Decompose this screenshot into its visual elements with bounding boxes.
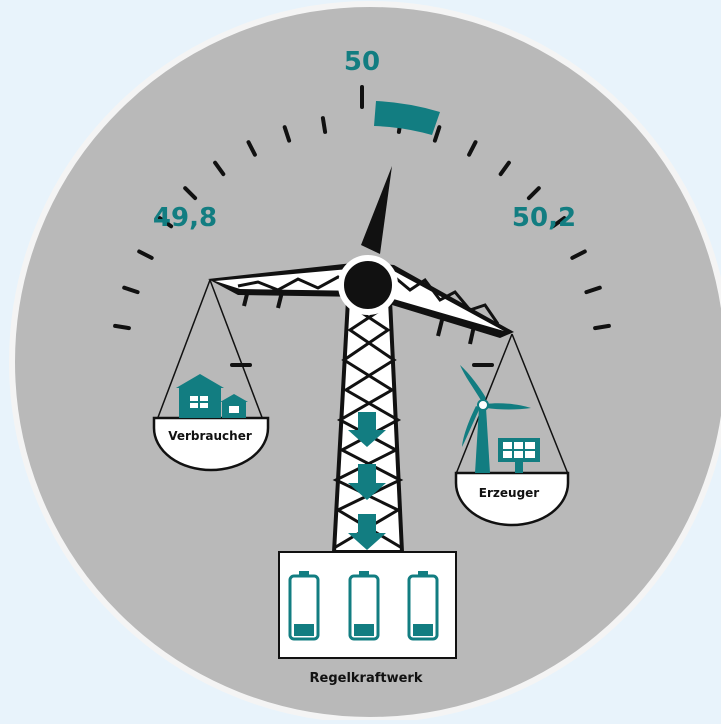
gauge-center-label: 50 [344, 47, 380, 77]
gauge-tick [246, 140, 257, 157]
gauge-right-label: 50,2 [512, 203, 576, 233]
right-scale-pan: Erzeuger [454, 333, 570, 527]
pylon-tower [208, 255, 514, 554]
gauge-left-label: 49,8 [153, 203, 217, 233]
left-pan-bowl [152, 416, 270, 472]
house-icon [176, 374, 248, 418]
gauge-tick [183, 186, 198, 201]
gauge-tick [157, 216, 174, 229]
control-power-plant: Regelkraftwerk [278, 551, 457, 686]
gauge-tick [320, 116, 328, 134]
frequency-gauge: 50 49,8 50,2 [113, 47, 611, 367]
right-pan-label: Erzeuger [479, 486, 540, 500]
energy-down-arrows [348, 412, 386, 550]
battery-icon [348, 571, 380, 641]
gauge-tick [593, 323, 611, 331]
gauge-tick [570, 249, 587, 260]
gauge-tick [432, 125, 442, 143]
gauge-tick [550, 216, 567, 229]
gauge-tick [584, 285, 602, 295]
gauge-needle [361, 166, 392, 254]
left-scale-pan: Verbraucher [152, 279, 270, 472]
battery-icon [288, 571, 320, 641]
right-pan-bowl [454, 471, 570, 527]
gauge-tick [282, 125, 292, 143]
gauge-tick [213, 160, 226, 177]
wind-turbine-icon [460, 365, 531, 473]
solar-panel-icon [498, 438, 540, 473]
gauge-tick [113, 323, 131, 331]
left-pan-label: Verbraucher [168, 429, 252, 443]
plant-label: Regelkraftwerk [310, 671, 423, 686]
gauge-tick [137, 249, 154, 260]
gauge-highlight-band [374, 101, 440, 135]
gauge-tick [498, 160, 511, 177]
gauge-tick [122, 285, 140, 295]
battery-icon [407, 571, 439, 641]
pivot-hub [338, 255, 398, 315]
gauge-tick [526, 186, 541, 201]
balance-beam [208, 262, 514, 345]
gauge-ticks [113, 85, 611, 367]
gauge-tick [467, 140, 478, 157]
